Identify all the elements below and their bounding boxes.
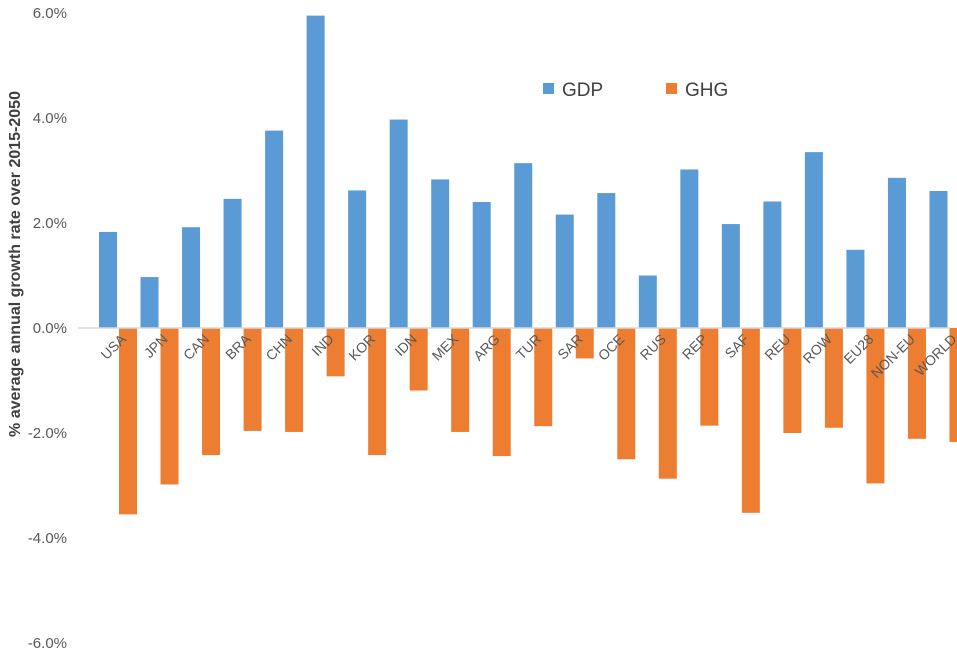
y-tick-label: 4.0% <box>33 110 67 127</box>
legend-swatch-ghg <box>666 83 677 94</box>
bar-ghg-eu28 <box>866 328 885 484</box>
bar-ghg-bra <box>243 328 262 431</box>
bar-ghg-oce <box>617 328 636 460</box>
bar-ghg-non-eu <box>907 328 926 439</box>
legend-label-gdp: GDP <box>562 80 603 101</box>
bar-gdp-rep <box>680 169 699 328</box>
bar-gdp-sar <box>555 214 574 328</box>
bar-ghg-saf <box>741 328 760 513</box>
bar-ghg-tur <box>534 328 553 427</box>
bar-gdp-arg <box>472 202 491 328</box>
bar-ghg-chn <box>285 328 304 432</box>
bar-gdp-usa <box>99 231 117 328</box>
y-axis-ticks: 6.0% 4.0% 2.0% 0.0% -2.0% -4.0% -6.0% <box>28 5 67 652</box>
legend: GDP GHG <box>543 80 728 101</box>
bar-ghg-idn <box>409 328 428 391</box>
legend-label-ghg: GHG <box>685 80 728 101</box>
y-tick-label: 2.0% <box>33 215 67 232</box>
bar-gdp-world <box>929 190 948 328</box>
bar-ghg-row <box>824 328 843 428</box>
bar-gdp-mex <box>431 179 450 328</box>
bar-gdp-oce <box>597 193 616 328</box>
bar-ghg-rus <box>658 328 677 479</box>
bar-ghg-arg <box>492 328 511 457</box>
bar-ghg-usa <box>119 328 137 515</box>
bar-gdp-can <box>182 227 201 328</box>
y-tick-label: -4.0% <box>28 530 67 547</box>
bar-gdp-reu <box>763 201 782 328</box>
y-axis-title-group: % average annual growth rate over 2015-2… <box>7 91 24 437</box>
bar-gdp-tur <box>514 163 533 328</box>
bars <box>99 15 957 515</box>
y-tick-label: 0.0% <box>33 320 67 337</box>
bar-ghg-kor <box>368 328 387 456</box>
bar-ghg-rep <box>700 328 719 426</box>
y-tick-label: 6.0% <box>33 5 67 22</box>
bar-gdp-eu28 <box>846 249 865 328</box>
bar-gdp-saf <box>721 224 740 328</box>
bar-gdp-rus <box>638 275 657 328</box>
bar-ghg-can <box>202 328 221 456</box>
bar-gdp-idn <box>389 119 408 328</box>
bar-ghg-world <box>949 328 957 442</box>
legend-swatch-gdp <box>543 83 554 94</box>
bar-gdp-ind <box>306 15 325 328</box>
bar-ghg-ind <box>326 328 345 377</box>
bar-gdp-jpn <box>140 277 159 328</box>
bar-ghg-mex <box>451 328 470 432</box>
bar-ghg-sar <box>575 328 594 359</box>
bar-ghg-jpn <box>160 328 179 485</box>
y-axis-title: % average annual growth rate over 2015-2… <box>7 91 24 437</box>
y-tick-label: -6.0% <box>28 635 67 652</box>
y-tick-label: -2.0% <box>28 425 67 442</box>
bar-gdp-non-eu <box>887 177 906 328</box>
bar-gdp-chn <box>265 130 284 328</box>
bar-ghg-reu <box>783 328 802 433</box>
bar-gdp-bra <box>223 198 242 328</box>
bar-gdp-kor <box>348 190 367 328</box>
bar-gdp-row <box>804 152 823 328</box>
